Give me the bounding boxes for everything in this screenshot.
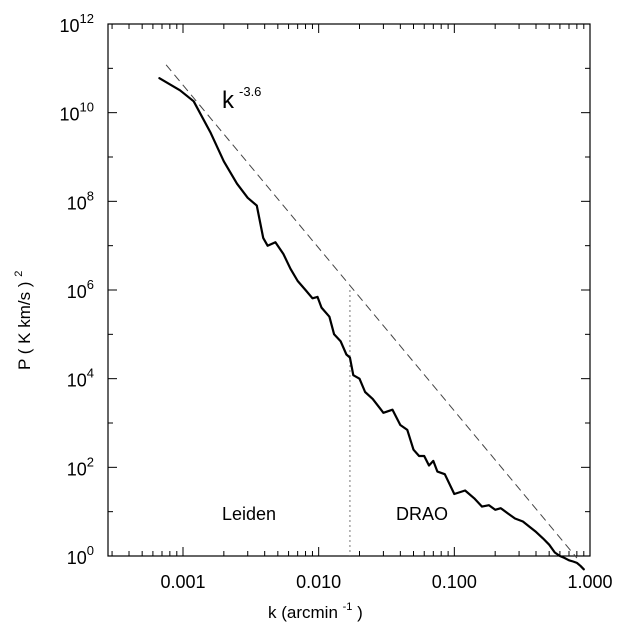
y-tick-label-exponent: 10 [80, 100, 94, 115]
y-tick-label: 102 [67, 454, 94, 479]
y-tick-label: 1012 [60, 11, 95, 36]
y-tick-label-exponent: 8 [87, 188, 94, 203]
y-axis-title-superscript: 2 [13, 271, 25, 277]
leiden-label: Leiden [222, 504, 276, 524]
y-axis-title: P ( K km/s ) 2 [13, 271, 34, 370]
x-tick-label: 1.000 [567, 572, 612, 592]
x-tick-label: 0.001 [160, 572, 205, 592]
power-spectrum-line [158, 77, 585, 571]
power-law-exponent: -3.6 [239, 84, 261, 99]
x-axis-title-superscript: -1 [343, 601, 353, 613]
y-tick-label-base: 10 [67, 459, 87, 479]
y-tick-label-base: 10 [60, 16, 80, 36]
x-axis-ticks: 0.001 0.010 0.100 1.000 [111, 24, 613, 592]
x-tick-label: 0.010 [296, 572, 341, 592]
power-law-fit-line [165, 64, 578, 559]
x-axis-title: k (arcmin -1 ) [268, 595, 363, 622]
y-axis-title-main: P ( K km/s ) [15, 282, 34, 370]
x-axis-title-close: ) [357, 603, 363, 622]
y-tick-label: 100 [67, 543, 94, 568]
power-law-annotation: k -3.6 [222, 84, 261, 114]
drao-label: DRAO [396, 504, 448, 524]
x-axis-title-main: k (arcmin [268, 603, 338, 622]
power-law-base: k [222, 87, 235, 114]
y-tick-label: 1010 [60, 100, 95, 125]
y-tick-label-base: 10 [67, 548, 87, 568]
y-tick-label: 108 [67, 188, 94, 213]
x-tick-label: 0.100 [432, 572, 477, 592]
y-tick-label-base: 10 [67, 193, 87, 213]
y-tick-label-base: 10 [67, 371, 87, 391]
y-tick-label-exponent: 6 [87, 277, 94, 292]
y-tick-label: 104 [67, 366, 94, 391]
y-tick-label-exponent: 0 [87, 543, 94, 558]
y-tick-label: 106 [67, 277, 94, 302]
y-tick-label-exponent: 12 [80, 11, 94, 26]
plot-frame [107, 23, 591, 557]
y-tick-label-exponent: 4 [87, 366, 94, 381]
y-tick-label-exponent: 2 [87, 454, 94, 469]
y-tick-label-base: 10 [60, 105, 80, 125]
y-tick-label-base: 10 [67, 282, 87, 302]
